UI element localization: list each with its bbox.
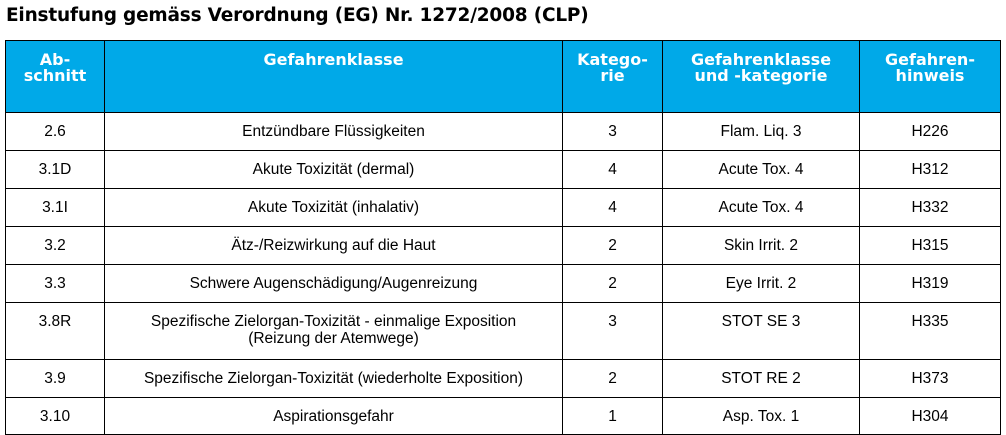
cell-abschnitt: 3.2 — [5, 226, 105, 265]
cell-gefahrenklasse: Akute Toxizität (dermal) — [104, 150, 563, 189]
cell-kategorie: 1 — [562, 397, 663, 435]
table-header-row: Ab- schnitt Gefahrenklasse Katego- rie G… — [5, 40, 1001, 113]
header-gefahrenhinweis: Gefahren- hinweis — [859, 40, 1001, 113]
table-row: 3.2 Ätz-/Reizwirkung auf die Haut 2 Skin… — [5, 226, 1001, 265]
cell-gefahrenhinweis: H312 — [859, 150, 1001, 189]
cell-kategorie: 3 — [562, 112, 663, 151]
header-abschnitt: Ab- schnitt — [5, 40, 105, 113]
cell-gefahrenhinweis: H226 — [859, 112, 1001, 151]
cell-abschnitt: 3.1D — [5, 150, 105, 189]
table-row: 3.9 Spezifische Zielorgan-Toxizität (wie… — [5, 359, 1001, 398]
cell-kategorie: 2 — [562, 264, 663, 303]
table-row: 2.6 Entzündbare Flüssigkeiten 3 Flam. Li… — [5, 112, 1001, 151]
cell-abschnitt: 3.1I — [5, 188, 105, 227]
cell-gefahrenklasse: Spezifische Zielorgan-Toxizität (wiederh… — [104, 359, 563, 398]
cell-klasse-kategorie: Flam. Liq. 3 — [662, 112, 860, 151]
cell-gefahrenhinweis: H335 — [859, 302, 1001, 360]
cell-klasse-kategorie: Skin Irrit. 2 — [662, 226, 860, 265]
header-klasse-kategorie: Gefahrenklasse und -kategorie — [662, 40, 860, 113]
cell-abschnitt: 3.8R — [5, 302, 105, 360]
cell-kategorie: 3 — [562, 302, 663, 360]
cell-kategorie: 4 — [562, 150, 663, 189]
cell-gefahrenhinweis: H315 — [859, 226, 1001, 265]
cell-gefahrenklasse: Spezifische Zielorgan-Toxizität - einmal… — [104, 302, 563, 360]
header-gefahrenklasse: Gefahrenklasse — [104, 40, 563, 113]
cell-klasse-kategorie: Eye Irrit. 2 — [662, 264, 860, 303]
table-row: 3.3 Schwere Augenschädigung/Augenreizung… — [5, 264, 1001, 303]
cell-gefahrenhinweis: H304 — [859, 397, 1001, 435]
cell-gefahrenhinweis: H373 — [859, 359, 1001, 398]
cell-abschnitt: 3.3 — [5, 264, 105, 303]
cell-gefahrenklasse: Schwere Augenschädigung/Augenreizung — [104, 264, 563, 303]
cell-klasse-kategorie: Acute Tox. 4 — [662, 150, 860, 189]
cell-klasse-kategorie: Acute Tox. 4 — [662, 188, 860, 227]
cell-gefahrenhinweis: H332 — [859, 188, 1001, 227]
cell-klasse-kategorie: STOT RE 2 — [662, 359, 860, 398]
cell-gefahrenklasse: Aspirationsgefahr — [104, 397, 563, 435]
cell-gefahrenklasse: Entzündbare Flüssigkeiten — [104, 112, 563, 151]
cell-abschnitt: 2.6 — [5, 112, 105, 151]
header-kategorie: Katego- rie — [562, 40, 663, 113]
cell-klasse-kategorie: Asp. Tox. 1 — [662, 397, 860, 435]
cell-abschnitt: 3.9 — [5, 359, 105, 398]
table-row: 3.1D Akute Toxizität (dermal) 4 Acute To… — [5, 150, 1001, 189]
table-row: 3.8R Spezifische Zielorgan-Toxizität - e… — [5, 302, 1001, 360]
clp-classification-table: Ab- schnitt Gefahrenklasse Katego- rie G… — [5, 40, 1001, 435]
cell-gefahrenklasse: Ätz-/Reizwirkung auf die Haut — [104, 226, 563, 265]
cell-klasse-kategorie: STOT SE 3 — [662, 302, 860, 360]
page-title: Einstufung gemäss Verordnung (EG) Nr. 12… — [6, 5, 589, 26]
cell-abschnitt: 3.10 — [5, 397, 105, 435]
table-row: 3.10 Aspirationsgefahr 1 Asp. Tox. 1 H30… — [5, 397, 1001, 435]
cell-gefahrenklasse: Akute Toxizität (inhalativ) — [104, 188, 563, 227]
table-row: 3.1I Akute Toxizität (inhalativ) 4 Acute… — [5, 188, 1001, 227]
cell-kategorie: 2 — [562, 359, 663, 398]
cell-gefahrenhinweis: H319 — [859, 264, 1001, 303]
cell-kategorie: 4 — [562, 188, 663, 227]
cell-kategorie: 2 — [562, 226, 663, 265]
